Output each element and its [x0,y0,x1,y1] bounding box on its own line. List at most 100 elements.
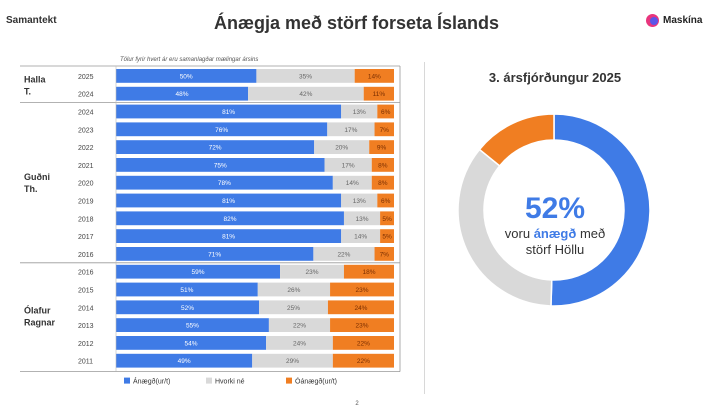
data-label: 9% [377,145,387,152]
data-label: 72% [209,145,222,152]
data-label: 49% [178,358,191,365]
data-label: 14% [354,234,367,241]
legend-label: Óánægð(ur/t) [295,377,337,386]
bar-segment [371,175,394,190]
bar-segment [116,158,325,172]
legend-label: Ánægð(ur/t) [133,377,170,386]
bar-segment [116,318,269,332]
data-label: 23% [305,269,318,276]
data-label: 6% [381,198,391,205]
data-label: 22% [357,340,370,347]
bar-segment [354,69,394,83]
donut-title: 3. ársfjórðungur 2025 [488,70,622,85]
data-label: 24% [293,340,306,347]
brand-logo: Maskína [646,14,702,27]
bar-segment [116,86,249,101]
year-label: 2023 [78,127,94,134]
bar-segment [116,353,253,368]
data-label: 55% [186,323,199,330]
bar-segment [330,282,394,297]
data-label: 20% [335,145,348,152]
data-label: 7% [380,127,390,134]
legend-swatch [124,377,130,384]
data-label: 81% [222,198,235,205]
data-label: 42% [299,91,312,98]
bar-segment [257,282,331,297]
year-label: 2016 [78,270,94,277]
year-label: 2019 [78,199,94,206]
data-label: 48% [176,91,189,98]
data-label: 76% [215,127,228,134]
data-label: 17% [344,127,357,134]
bar-segment [341,104,378,119]
bar-segment [343,264,394,279]
bar-segment [116,193,342,208]
bar-segment [363,86,394,101]
group-label: Th. [24,184,38,194]
donut-text-highlight: ánægð [533,226,577,241]
bar-segment [252,353,333,368]
bar-segment [374,247,394,261]
data-label: 24% [354,305,367,312]
year-label: 2011 [78,359,93,366]
bar-segment [332,336,394,350]
bar-segment [116,104,342,119]
data-label: 17% [342,162,355,169]
donut-center-value: 52% [524,192,586,225]
data-label: 7% [380,251,390,258]
bar-segment [343,211,381,226]
data-label: 51% [180,287,193,294]
year-label: 2021 [78,163,94,170]
bar-segment [330,318,394,332]
stacked-bar-chart: Halla T. 2025 50% 35% 14% 2024 48% 42% 11% Guðni Th… [20,65,401,386]
bar-segment [377,193,394,208]
bar-segment [369,140,394,154]
data-label: 71% [208,251,221,258]
panel-divider [424,62,425,394]
data-label: 22% [293,323,306,330]
donut-slice [478,113,555,167]
section-label: Samantekt [6,15,57,26]
bar-segment [324,158,372,172]
year-label: 2016 [78,252,94,259]
bar-segment [116,122,328,137]
year-label: 2025 [78,74,94,81]
data-label: 13% [356,216,369,223]
bar-segment [116,140,315,154]
data-label: 5% [382,216,392,223]
bar-segment [266,336,333,350]
group-label: T. [24,86,31,96]
year-label: 2014 [78,305,94,312]
bar-segment [327,300,394,315]
bar-segment [248,86,364,101]
year-label: 2018 [78,216,94,223]
bar-segment [327,122,375,137]
group-label: Halla [24,74,47,84]
donut-chart [457,113,651,307]
bar-segment [380,229,394,243]
year-label: 2024 [78,110,94,117]
data-label: 18% [362,269,375,276]
bar-segment [116,300,260,315]
bar-segment [371,158,394,172]
data-label: 6% [381,109,391,116]
data-label: 26% [287,287,300,294]
bar-segment [116,229,342,243]
bar-segment [256,69,355,83]
data-label: 22% [337,251,350,258]
legend-label: Hvorki né [215,379,245,386]
bar-segment [332,175,372,190]
data-label: 81% [222,234,235,241]
page-number: 2 [355,401,359,407]
data-label: 13% [353,109,366,116]
donut-slice [550,113,651,307]
bar-segment [116,211,344,226]
bar-segment [313,247,375,261]
page-title: Ánægja með störf forseta Íslands [213,13,500,33]
data-label: 35% [299,73,312,80]
bar-segment [116,175,333,190]
year-label: 2012 [78,341,94,348]
data-label: 14% [368,73,381,80]
data-label: 8% [378,162,388,169]
donut-center-line1: voru ánægð með [480,226,630,242]
